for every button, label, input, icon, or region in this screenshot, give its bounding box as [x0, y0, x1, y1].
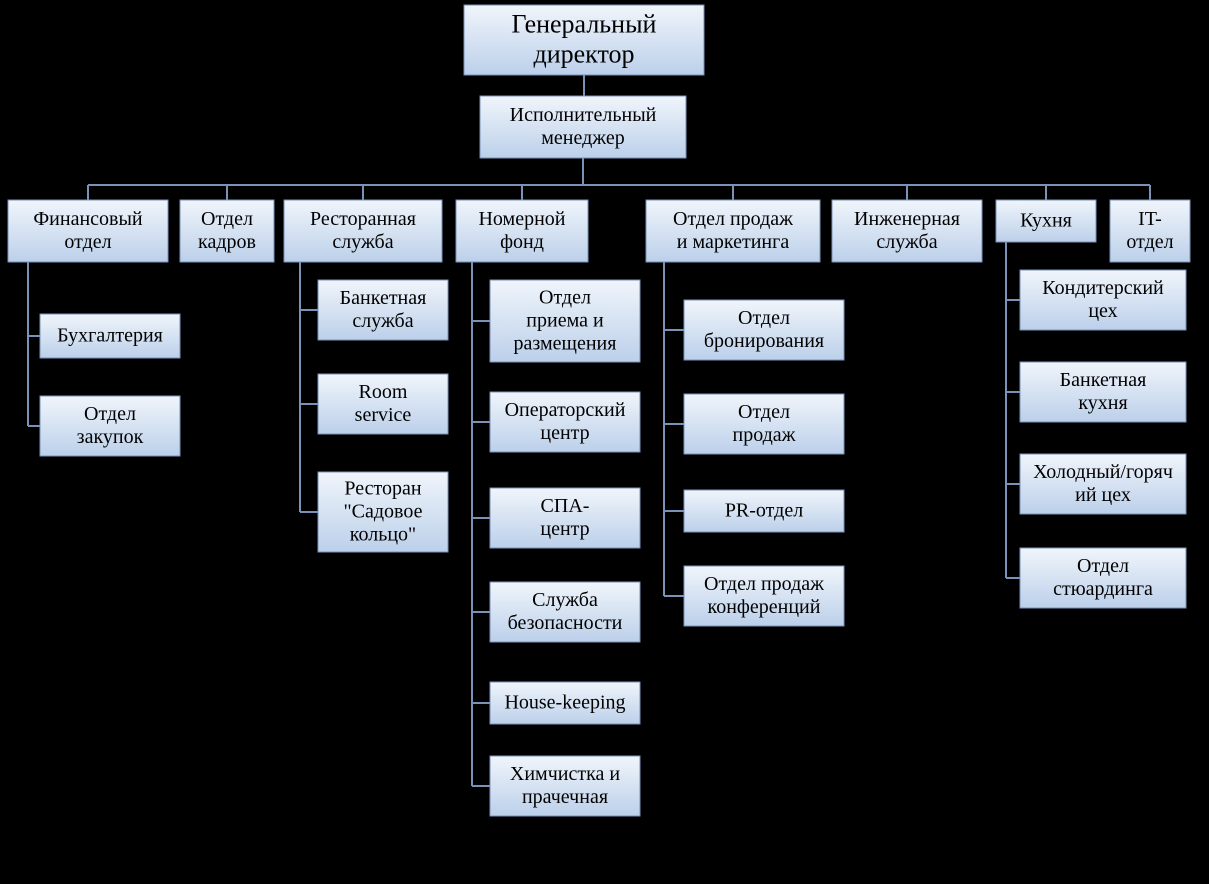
- dept-finance-child-0: Бухгалтерия: [40, 314, 180, 358]
- dept-rooms-child-3-label: безопасности: [508, 612, 623, 634]
- dept-rooms: Номернойфонд: [456, 200, 588, 262]
- dept-sales-child-2: PR-отдел: [684, 490, 844, 532]
- dept-restaurant-label: Ресторанная: [310, 208, 416, 230]
- org-chart: Генеральныйдиректор Исполнительныйменедже…: [0, 0, 1209, 884]
- dept-sales-child-3-label: Отдел продаж: [704, 573, 824, 595]
- dept-sales-label: Отдел продаж: [673, 208, 793, 230]
- dept-sales-child-0-label: Отдел: [738, 307, 790, 329]
- dept-hr-label: Отдел: [201, 208, 253, 230]
- dept-finance-child-1-label: закупок: [77, 426, 144, 448]
- dept-kitchen-child-2: Холодный/горячий цех: [1020, 454, 1186, 514]
- root-node: Генеральныйдиректор: [464, 5, 704, 75]
- dept-sales-label: и маркетинга: [677, 231, 790, 253]
- dept-engineering-label: Инженерная: [854, 208, 960, 230]
- dept-kitchen-child-2-label: Холодный/горяч: [1033, 461, 1173, 483]
- dept-restaurant-label: служба: [332, 231, 393, 253]
- dept-restaurant-child-1-label: Room: [359, 381, 408, 403]
- dept-rooms-child-4-label: House-keeping: [504, 692, 625, 714]
- dept-restaurant: Рестораннаяслужба: [284, 200, 442, 262]
- dept-rooms-child-0-label: размещения: [514, 333, 617, 355]
- executive-manager-node-label: менеджер: [541, 127, 624, 149]
- dept-sales-child-2-label: PR-отдел: [725, 500, 803, 522]
- dept-sales-child-0: Отделбронирования: [684, 300, 844, 360]
- dept-restaurant-child-0-label: Банкетная: [340, 287, 427, 309]
- dept-rooms-child-1-label: Операторский: [505, 399, 626, 421]
- dept-restaurant-child-2: Ресторан"Садовоекольцо": [318, 472, 448, 552]
- dept-sales-child-3-label: конференций: [708, 596, 821, 618]
- dept-finance-child-0-label: Бухгалтерия: [57, 325, 163, 347]
- dept-hr: Отделкадров: [180, 200, 274, 262]
- dept-kitchen-child-1-label: Банкетная: [1060, 369, 1147, 391]
- dept-rooms-child-3-label: Служба: [532, 589, 598, 611]
- root-node-label: директор: [534, 39, 635, 68]
- dept-finance-label: отдел: [64, 231, 111, 253]
- dept-rooms-child-3: Службабезопасности: [490, 582, 640, 642]
- dept-restaurant-child-0: Банкетнаяслужба: [318, 280, 448, 340]
- dept-kitchen-child-3-label: стюардинга: [1053, 578, 1153, 600]
- dept-it-label: IT-: [1138, 208, 1162, 230]
- dept-sales-child-1-label: Отдел: [738, 401, 790, 423]
- dept-kitchen-label: Кухня: [1020, 210, 1072, 232]
- dept-kitchen-child-3: Отделстюардинга: [1020, 548, 1186, 608]
- dept-finance-label: Финансовый: [33, 208, 143, 230]
- dept-restaurant-child-2-label: "Садовое: [344, 501, 423, 523]
- dept-engineering: Инженернаяслужба: [832, 200, 982, 262]
- dept-finance: Финансовыйотдел: [8, 200, 168, 262]
- executive-manager-node: Исполнительныйменеджер: [480, 96, 686, 158]
- dept-rooms-child-5-label: Химчистка и: [510, 763, 620, 785]
- dept-rooms-child-2-label: СПА-: [541, 495, 590, 517]
- dept-kitchen-child-0-label: цех: [1088, 300, 1117, 322]
- dept-kitchen-child-1-label: кухня: [1078, 392, 1127, 414]
- dept-rooms-child-0-label: приема и: [526, 310, 604, 332]
- dept-sales-child-0-label: бронирования: [704, 330, 824, 352]
- dept-rooms-child-2: СПА-центр: [490, 488, 640, 548]
- dept-rooms-child-5-label: прачечная: [522, 786, 608, 808]
- dept-rooms-child-2-label: центр: [540, 518, 589, 540]
- dept-rooms-child-1: Операторскийцентр: [490, 392, 640, 452]
- dept-rooms-label: Номерной: [478, 208, 565, 230]
- dept-hr-label: кадров: [198, 231, 256, 253]
- dept-finance-child-1-label: Отдел: [84, 403, 136, 425]
- dept-it-label: отдел: [1126, 231, 1173, 253]
- dept-kitchen-child-1: Банкетнаякухня: [1020, 362, 1186, 422]
- dept-engineering-label: служба: [876, 231, 937, 253]
- dept-kitchen-child-2-label: ий цех: [1075, 484, 1131, 506]
- root-node-label: Генеральный: [512, 10, 657, 39]
- dept-sales-child-1: Отделпродаж: [684, 394, 844, 454]
- dept-rooms-label: фонд: [500, 231, 544, 253]
- dept-rooms-child-0: Отделприема иразмещения: [490, 280, 640, 362]
- dept-sales-child-3: Отдел продажконференций: [684, 566, 844, 626]
- dept-restaurant-child-2-label: Ресторан: [344, 478, 421, 500]
- dept-kitchen-child-0-label: Кондитерский: [1042, 277, 1164, 299]
- dept-kitchen-child-3-label: Отдел: [1077, 555, 1129, 577]
- executive-manager-node-label: Исполнительный: [510, 104, 657, 126]
- dept-finance-child-1: Отделзакупок: [40, 396, 180, 456]
- dept-rooms-child-5: Химчистка ипрачечная: [490, 756, 640, 816]
- dept-rooms-child-0-label: Отдел: [539, 287, 591, 309]
- dept-sales-child-1-label: продаж: [733, 424, 796, 446]
- dept-restaurant-child-1-label: service: [355, 404, 412, 426]
- dept-rooms-child-4: House-keeping: [490, 682, 640, 724]
- dept-it: IT-отдел: [1110, 200, 1190, 262]
- dept-restaurant-child-1: Roomservice: [318, 374, 448, 434]
- dept-kitchen-child-0: Кондитерскийцех: [1020, 270, 1186, 330]
- dept-restaurant-child-2-label: кольцо": [350, 524, 416, 546]
- dept-restaurant-child-0-label: служба: [352, 310, 413, 332]
- dept-sales: Отдел продажи маркетинга: [646, 200, 820, 262]
- dept-kitchen: Кухня: [996, 200, 1096, 242]
- dept-rooms-child-1-label: центр: [540, 422, 589, 444]
